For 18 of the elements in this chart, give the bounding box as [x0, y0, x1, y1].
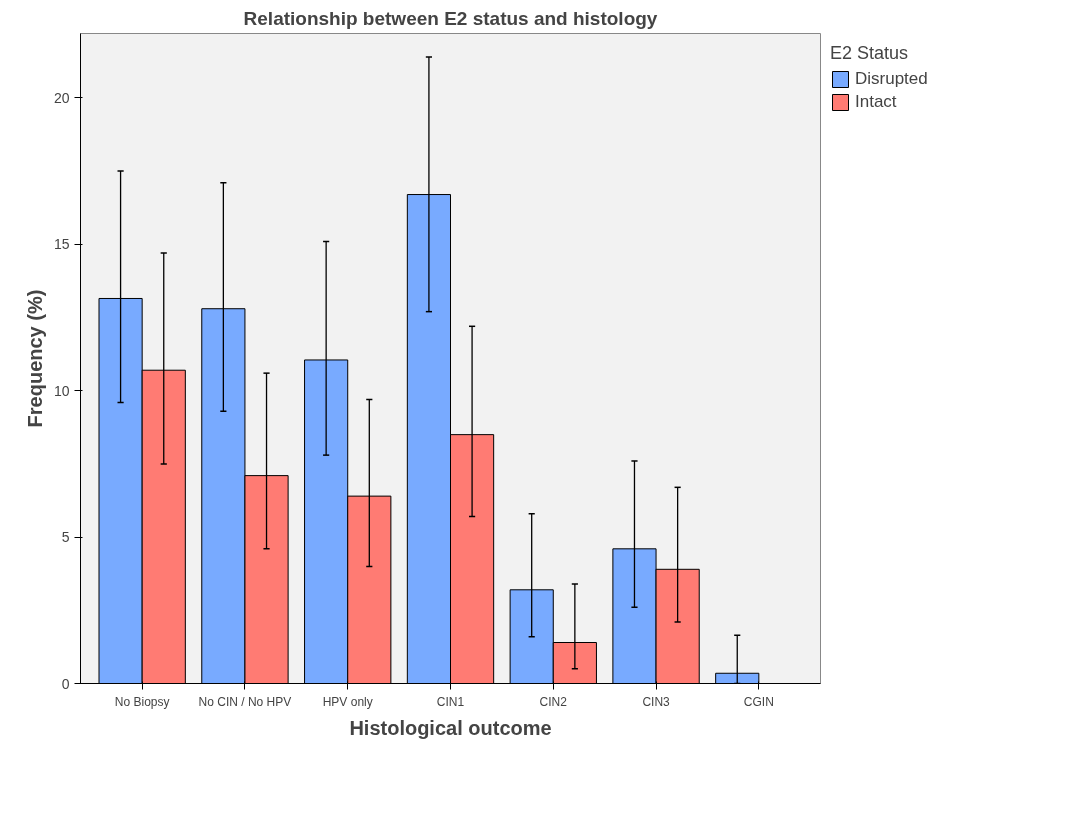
x-axis-title: Histological outcome	[349, 716, 552, 739]
x-tick-label: No Biopsy	[114, 694, 170, 709]
x-tick-label: CIN2	[539, 694, 568, 709]
chart-title: Relationship between E2 status and histology	[243, 7, 658, 29]
y-axis-title: Frequency (%)	[23, 289, 46, 428]
y-tick-label: 5	[61, 529, 70, 546]
y-tick-label: 15	[53, 236, 70, 253]
x-tick-label: CIN1	[436, 694, 465, 709]
y-tick-label: 20	[53, 89, 70, 106]
x-tick-label: CGIN	[743, 694, 774, 709]
legend-title: E2 Status	[830, 43, 910, 64]
x-tick-label: No CIN / No HPV	[198, 694, 292, 709]
legend-label: Intact	[855, 92, 897, 112]
y-tick-label: 0	[61, 675, 70, 692]
legend-label: Disrupted	[855, 69, 928, 89]
x-tick-label: HPV only	[322, 694, 373, 709]
y-tick-label: 10	[53, 382, 70, 399]
x-tick-label: CIN3	[642, 694, 671, 709]
